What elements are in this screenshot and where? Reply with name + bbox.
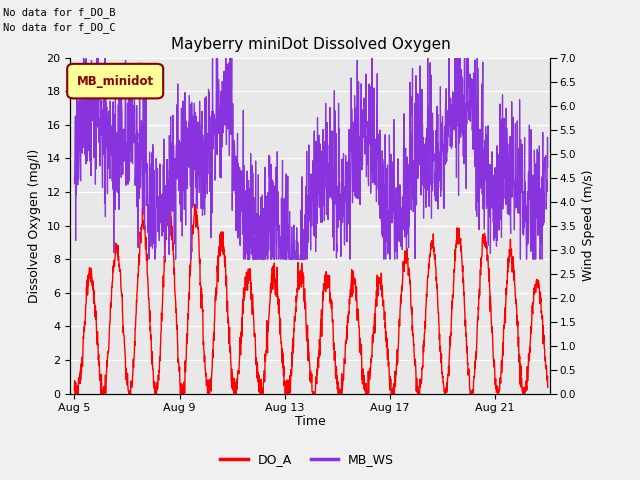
DO_A xyxy=(248,292,256,298)
DO_A xyxy=(264,329,272,335)
MB_WS xyxy=(544,165,552,170)
MB_WS xyxy=(264,190,272,195)
MB_WS xyxy=(248,165,256,171)
Line: MB_WS: MB_WS xyxy=(74,58,548,259)
Text: No data for f_DO_C: No data for f_DO_C xyxy=(3,22,116,33)
DO_A xyxy=(71,391,79,396)
X-axis label: Time: Time xyxy=(295,415,326,428)
MB_WS xyxy=(266,245,274,251)
Y-axis label: Wind Speed (m/s): Wind Speed (m/s) xyxy=(582,170,595,281)
MB_WS xyxy=(145,256,153,262)
DO_A xyxy=(394,348,402,353)
Text: MB_minidot: MB_minidot xyxy=(77,74,154,88)
Text: No data for f_DO_B: No data for f_DO_B xyxy=(3,7,116,18)
DO_A xyxy=(164,195,172,201)
Y-axis label: Dissolved Oxygen (mg/l): Dissolved Oxygen (mg/l) xyxy=(28,148,41,303)
DO_A xyxy=(172,310,180,315)
Legend: DO_A, MB_WS: DO_A, MB_WS xyxy=(215,448,399,471)
DO_A xyxy=(98,386,106,392)
MB_WS xyxy=(80,55,88,60)
MB_WS xyxy=(394,156,402,162)
MB_WS xyxy=(172,162,180,168)
Title: Mayberry miniDot Dissolved Oxygen: Mayberry miniDot Dissolved Oxygen xyxy=(170,37,451,52)
DO_A xyxy=(544,384,552,390)
DO_A xyxy=(70,386,78,392)
Line: DO_A: DO_A xyxy=(74,198,548,394)
DO_A xyxy=(266,284,274,289)
MB_WS xyxy=(70,176,78,182)
MB_WS xyxy=(98,98,106,104)
